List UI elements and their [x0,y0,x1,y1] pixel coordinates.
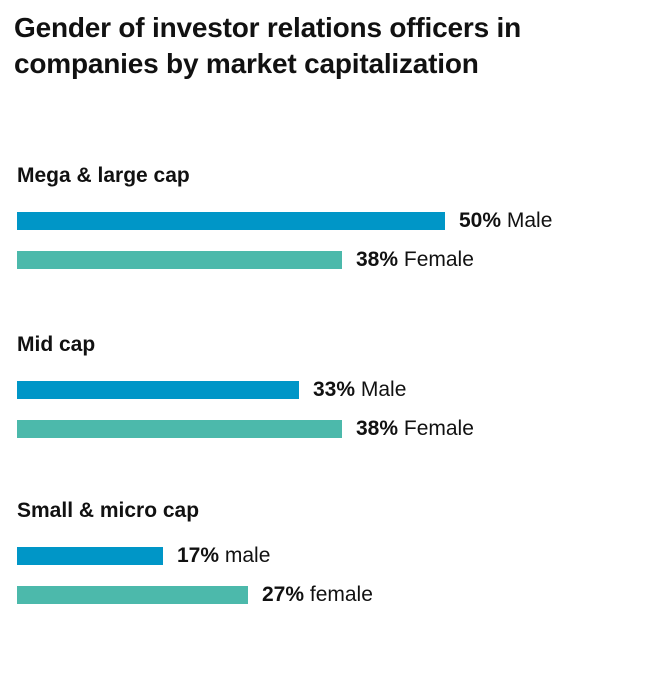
bar-male [17,381,299,399]
data-label: 50% Male [459,209,552,233]
bar-male [17,212,445,230]
data-label-series: Female [398,248,474,271]
group-label: Mid cap [17,333,96,356]
bar-female [17,251,342,269]
bar-female [17,420,342,438]
data-label-series: male [219,544,271,567]
data-label-series: Male [501,209,553,232]
data-label: 38% Female [356,417,474,441]
bar-female [17,586,248,604]
group-label: Small & micro cap [17,499,200,522]
group-label: Mega & large cap [17,164,190,187]
data-label: 33% Male [313,378,406,402]
data-label-value: 50% [459,209,502,232]
data-label-value: 33% [313,378,356,401]
bar-male [17,547,163,565]
data-label: 38% Female [356,248,474,272]
data-label-series: Male [355,378,407,401]
data-label-value: 38% [356,417,399,440]
data-label-series: Female [398,417,474,440]
data-label: 27% female [262,583,373,607]
data-label-value: 17% [177,544,220,567]
data-label-value: 27% [262,583,305,606]
data-label-value: 38% [356,248,399,271]
data-label-series: female [304,583,373,606]
chart-title: Gender of investor relations officers in… [14,12,522,79]
data-label: 17% male [177,544,270,568]
